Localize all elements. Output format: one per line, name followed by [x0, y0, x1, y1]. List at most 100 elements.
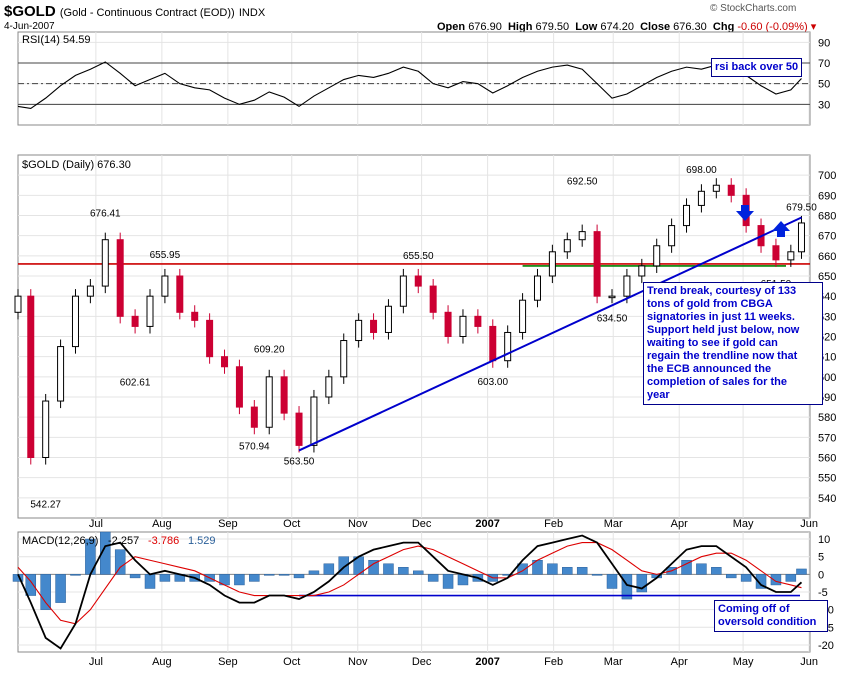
macd-histogram-bar — [562, 567, 573, 575]
macd-histogram-bar — [234, 574, 245, 586]
macd-histogram-bar — [591, 574, 603, 576]
macd-xtick-label: Sep — [218, 656, 238, 668]
trendline — [298, 216, 802, 452]
price-candle-body — [712, 184, 720, 192]
price-candle-body — [191, 311, 199, 321]
macd-histogram-bar — [636, 574, 648, 593]
macd-histogram-bar — [770, 574, 782, 586]
price-label: 634.50 — [597, 313, 628, 324]
macd-xtick-label: May — [733, 656, 754, 668]
macd-histogram-bar — [40, 574, 51, 610]
macd-histogram-bar — [159, 574, 171, 582]
macd-histogram-bar — [696, 563, 707, 575]
macd-xtick-label: Nov — [348, 656, 368, 668]
note-line: signatories in just 11 weeks. — [647, 311, 795, 323]
macd-xtick-label: Jul — [89, 656, 103, 668]
note-line: tons of gold from CBGA — [647, 298, 773, 310]
rsi-ytick-label: 50 — [818, 79, 830, 91]
macd-histogram-bar — [25, 574, 37, 596]
high-value: 679.50 — [535, 21, 570, 33]
macd-signal-value: -3.786 — [148, 535, 179, 547]
macd-xtick-label: Oct — [283, 656, 300, 668]
price-xtick-label: 2007 — [475, 518, 499, 530]
macd-histogram-bar — [725, 574, 737, 579]
rsi-ytick-label: 70 — [818, 58, 830, 70]
rsi-ytick-label: 90 — [818, 37, 830, 49]
exchange: INDX — [238, 7, 266, 19]
price-candle-body — [548, 251, 556, 277]
price-ytick-label: 570 — [818, 432, 836, 444]
price-label: 698.00 — [686, 165, 717, 176]
macd-title: MACD(12,26,9) — [22, 535, 98, 547]
price-ytick-label: 700 — [818, 170, 836, 182]
price-ytick-label: 690 — [818, 190, 836, 202]
macd-ytick-label: -5 — [818, 587, 828, 599]
macd-histogram-bar — [517, 563, 528, 575]
price-candle-body — [593, 231, 601, 297]
price-candle-body — [683, 204, 691, 227]
note-line: Support held just below, now — [647, 324, 800, 336]
macd-histogram-bar — [129, 574, 141, 579]
price-ytick-label: 660 — [818, 251, 836, 263]
price-xtick-label: May — [733, 518, 754, 530]
credit: © StockCharts.com — [710, 3, 797, 14]
macd-histogram-bar — [711, 567, 722, 575]
macd-histogram-bar — [398, 567, 409, 575]
chg-value: -0.60 (-0.09%) — [737, 21, 808, 33]
price-candle-body — [355, 319, 363, 342]
price-candle-body — [310, 396, 318, 446]
macd-histogram-bar — [606, 574, 618, 589]
macd-line — [17, 534, 803, 650]
price-xtick-label: Jun — [800, 518, 818, 530]
price-candle-body — [563, 239, 571, 253]
up-arrow-icon — [772, 221, 790, 237]
quote-line: Open 676.90 High 679.50 Low 674.20 Close… — [437, 20, 816, 33]
price-label: 609.20 — [254, 344, 285, 355]
price-candle-body — [295, 412, 303, 446]
down-arrow-icon: ▾ — [810, 21, 817, 33]
price-candle-body — [235, 366, 243, 408]
price-xtick-label: Oct — [283, 518, 300, 530]
macd-xtick-label: Aug — [152, 656, 172, 668]
price-candle-body — [489, 325, 497, 362]
price-candle-body — [623, 275, 631, 297]
macd-xtick-label: Feb — [544, 656, 563, 668]
macd-histogram-bar — [144, 574, 156, 589]
macd-ytick-label: 10 — [818, 534, 830, 546]
macd-histogram-bar — [293, 574, 305, 579]
macd-ytick-label: -20 — [818, 640, 834, 652]
price-xtick-label: Mar — [604, 518, 623, 530]
macd-signal-line — [17, 542, 802, 625]
macd-histogram-bar — [796, 568, 807, 575]
price-candle-body — [101, 239, 109, 287]
rsi-note: rsi back over 50 — [711, 58, 803, 77]
price-ytick-label: 540 — [818, 493, 836, 505]
note-line: Trend break, courtesy of 133 — [647, 285, 797, 297]
macd-hist-value: 1.529 — [188, 535, 216, 547]
macd-histogram-bar — [55, 574, 66, 603]
price-label: 603.00 — [477, 377, 508, 388]
price-candle-body — [161, 275, 169, 297]
price-label: 679.50 — [786, 203, 817, 214]
note-line: waiting to see if gold can — [647, 337, 778, 349]
price-xtick-label: Jul — [89, 518, 103, 530]
price-label: 676.41 — [90, 209, 121, 220]
rsi-ytick-label: 30 — [818, 99, 830, 111]
macd-histogram-bar — [740, 574, 752, 582]
price-candle-body — [474, 315, 482, 327]
macd-xtick-label: Apr — [671, 656, 688, 668]
price-label: 563.50 — [284, 456, 315, 467]
macd-histogram-bar — [383, 563, 394, 575]
price-candle-body — [370, 319, 378, 333]
price-candle-body — [176, 275, 184, 313]
price-candle-body — [638, 265, 646, 277]
price-ytick-label: 670 — [818, 231, 836, 243]
price-candle-body — [399, 275, 407, 307]
chart-title: $GOLD (Gold - Continuous Contract (EOD))… — [4, 3, 265, 20]
macd-xtick-label: Jun — [800, 656, 818, 668]
price-candle-body — [340, 340, 348, 378]
price-xtick-label: Sep — [218, 518, 238, 530]
note-line: regain the trendline now that — [647, 350, 798, 362]
price-candle-body — [504, 331, 512, 362]
